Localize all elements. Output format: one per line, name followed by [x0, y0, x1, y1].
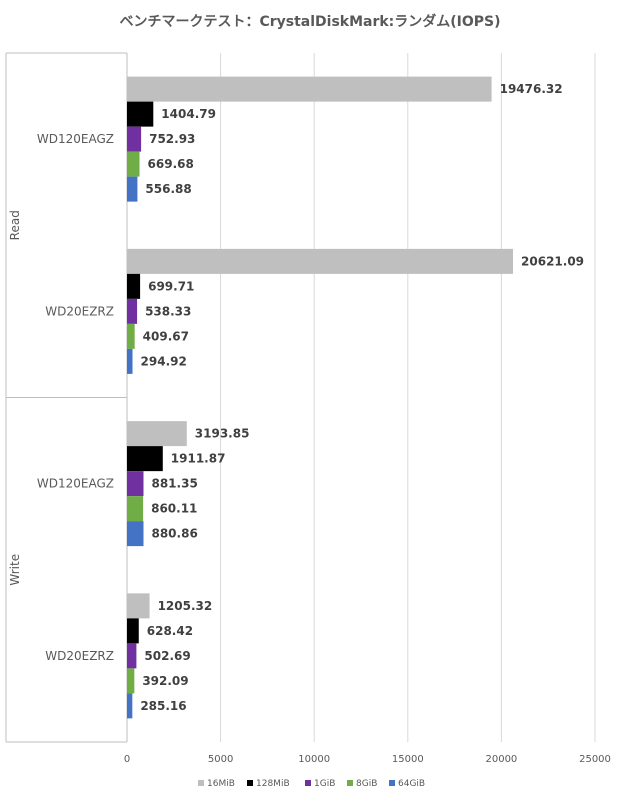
bar [127, 446, 163, 472]
data-label: 409.67 [143, 329, 189, 343]
bar [127, 126, 142, 152]
bar [127, 176, 138, 202]
bar [127, 471, 144, 497]
bar [127, 643, 137, 669]
data-label: 1205.32 [158, 599, 213, 613]
data-label: 502.69 [144, 649, 190, 663]
data-label: 556.88 [145, 182, 191, 196]
x-tick-label: 10000 [298, 754, 330, 765]
group-label: Read [8, 210, 22, 240]
gridlines [220, 53, 596, 742]
bar [127, 693, 133, 719]
category-label: WD120EAGZ [37, 477, 114, 491]
data-labels: 19476.32 1404.79 752.93 669.68 556.88 20621.0… [140, 82, 584, 713]
bar [127, 248, 514, 274]
chart-title: ベンチマークテスト：CrystalDiskMark:ランダム(IOPS) [119, 13, 500, 30]
data-label: 699.71 [148, 279, 194, 293]
legend-swatch [389, 780, 395, 786]
data-label: 294.92 [141, 354, 187, 368]
x-tick-label: 5000 [208, 754, 233, 765]
data-label: 392.09 [142, 674, 188, 688]
bar [127, 496, 144, 522]
legend-swatch [347, 780, 353, 786]
bar [127, 348, 133, 374]
legend-label: 1GiB [314, 779, 335, 789]
category-labels: Read WD120EAGZ WD20EZRZ Write WD120EAGZ WD20E… [8, 132, 114, 663]
bar [127, 76, 492, 102]
data-label: 20621.09 [521, 254, 584, 268]
bar [127, 668, 135, 694]
bars [127, 76, 514, 719]
group-label: Write [8, 554, 22, 586]
category-label: WD20EZRZ [45, 304, 114, 318]
x-tick-label: 0 [124, 754, 130, 765]
axes [5, 52, 128, 743]
x-tick-labels: 0 5000 10000 15000 20000 25000 [124, 754, 611, 765]
data-label: 860.11 [151, 502, 197, 516]
bar [127, 593, 150, 619]
legend-swatch [247, 780, 253, 786]
data-label: 1911.87 [171, 452, 226, 466]
bar [127, 618, 139, 644]
data-label: 3193.85 [195, 427, 250, 441]
x-tick-label: 15000 [392, 754, 424, 765]
bar [127, 521, 144, 547]
data-label: 19476.32 [500, 82, 563, 96]
data-label: 881.35 [151, 477, 197, 491]
legend-swatch [198, 780, 204, 786]
category-label: WD120EAGZ [37, 132, 114, 146]
legend-label: 16MiB [207, 779, 235, 789]
data-label: 285.16 [140, 699, 186, 713]
bar [127, 323, 135, 349]
legend-swatch [305, 780, 311, 786]
data-label: 1404.79 [161, 107, 216, 121]
x-tick-label: 25000 [579, 754, 611, 765]
data-label: 752.93 [149, 132, 195, 146]
legend-label: 8GiB [356, 779, 377, 789]
bar [127, 298, 138, 324]
bar [127, 151, 140, 177]
bar [127, 101, 154, 127]
legend-label: 128MiB [256, 779, 290, 789]
data-label: 628.42 [147, 624, 193, 638]
data-label: 538.33 [145, 304, 191, 318]
category-label: WD20EZRZ [45, 649, 114, 663]
legend-label: 64GiB [398, 779, 425, 789]
data-label: 669.68 [148, 157, 194, 171]
data-label: 880.86 [151, 527, 197, 541]
bar [127, 273, 141, 299]
legend: 16MiB 128MiB 1GiB 8GiB 64GiB [198, 779, 425, 789]
bar [127, 421, 187, 447]
x-tick-label: 20000 [485, 754, 517, 765]
